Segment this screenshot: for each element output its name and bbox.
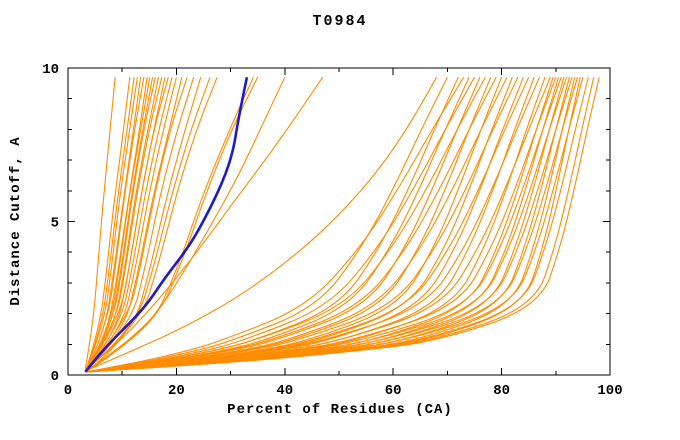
model-curve bbox=[86, 76, 324, 370]
model-curve bbox=[85, 77, 173, 371]
x-axis-label: Percent of Residues (CA) bbox=[227, 402, 453, 418]
model-curve bbox=[86, 76, 259, 371]
model-curve bbox=[86, 77, 600, 373]
model-curve bbox=[85, 76, 519, 373]
model-curve bbox=[86, 77, 169, 370]
model-curve bbox=[85, 76, 465, 373]
model-curve bbox=[85, 76, 508, 373]
highlighted-model-curve bbox=[84, 76, 249, 373]
model-curve bbox=[85, 77, 568, 373]
model-curve bbox=[85, 77, 163, 370]
model-curve bbox=[86, 76, 470, 373]
model-curve bbox=[86, 76, 438, 371]
model-curve bbox=[86, 76, 481, 373]
model-curve bbox=[84, 77, 183, 373]
model-curve bbox=[84, 77, 116, 369]
model-curve bbox=[85, 77, 562, 373]
model-curve bbox=[85, 76, 475, 373]
x-tick-label: 80 bbox=[493, 383, 510, 399]
model-curve bbox=[85, 76, 530, 373]
y-tick-label: 0 bbox=[51, 369, 59, 385]
x-tick-label: 100 bbox=[597, 383, 622, 399]
model-curve bbox=[85, 77, 177, 372]
chart-title: T0984 bbox=[312, 13, 368, 30]
x-tick-label: 20 bbox=[168, 383, 185, 399]
model-curve bbox=[85, 76, 497, 373]
model-curve bbox=[85, 77, 584, 373]
model-curve bbox=[86, 77, 156, 370]
y-tick-label: 5 bbox=[51, 216, 59, 232]
model-curve bbox=[86, 77, 188, 370]
y-tick-label: 10 bbox=[42, 62, 59, 78]
model-curve bbox=[86, 77, 589, 373]
x-tick-label: 0 bbox=[64, 383, 72, 399]
x-tick-label: 60 bbox=[385, 383, 402, 399]
model-curve bbox=[86, 76, 286, 371]
model-curve bbox=[85, 77, 131, 371]
x-tick-label: 40 bbox=[276, 383, 293, 399]
model-curve bbox=[86, 77, 145, 370]
model-curve bbox=[85, 77, 557, 373]
model-curve bbox=[85, 77, 138, 370]
model-curve bbox=[85, 76, 541, 373]
model-curve bbox=[85, 77, 579, 373]
model-curves bbox=[84, 76, 600, 373]
model-curve bbox=[85, 77, 573, 373]
model-curve bbox=[85, 77, 195, 371]
model-curve bbox=[84, 77, 135, 373]
model-curve bbox=[85, 76, 448, 373]
model-curve bbox=[85, 76, 551, 373]
model-curve bbox=[85, 77, 151, 371]
model-curve bbox=[85, 76, 486, 373]
model-curve bbox=[86, 76, 218, 370]
